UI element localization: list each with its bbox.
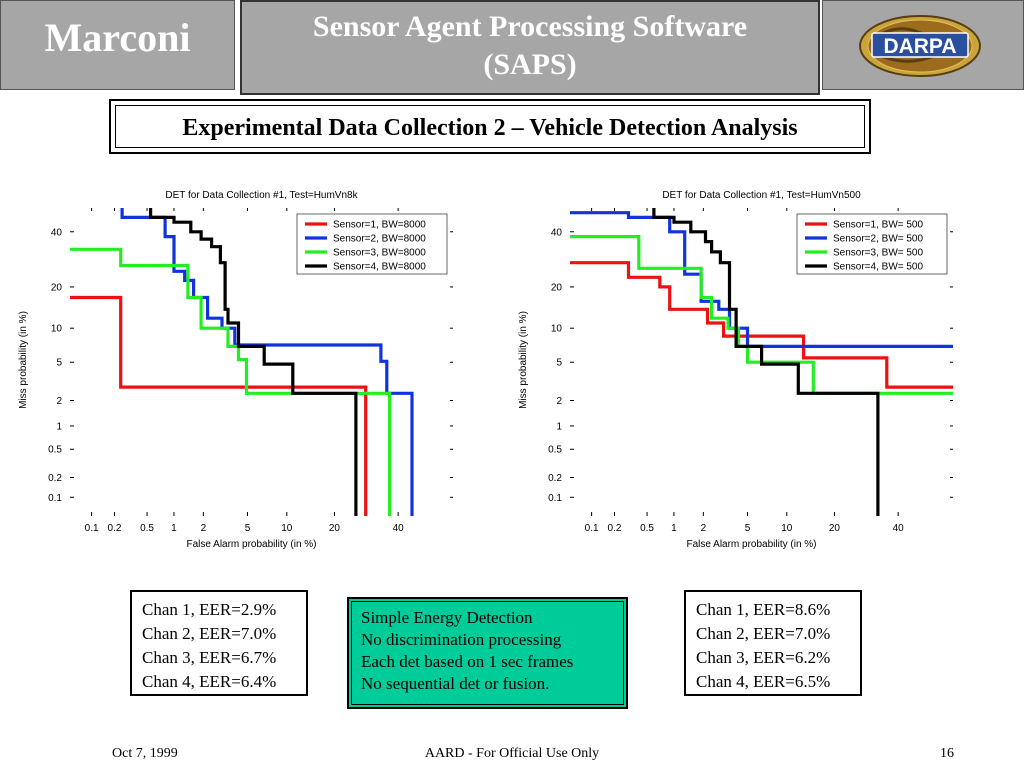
y-tick-label: 0.5: [548, 445, 562, 456]
app-title: Sensor Agent Processing Software (SAPS): [242, 8, 818, 84]
series-line: [120, 208, 414, 516]
y-tick-label: 5: [56, 358, 62, 369]
x-tick-label: 2: [201, 523, 207, 534]
series-line: [70, 295, 368, 516]
eer-line: Chan 4, EER=6.5%: [696, 672, 831, 691]
eer-line: Chan 4, EER=6.4%: [142, 672, 277, 691]
legend-entry: Sensor=1, BW= 500: [833, 220, 923, 231]
y-tick-label: 0.2: [48, 473, 62, 484]
x-tick-label: 1: [671, 523, 677, 534]
x-tick-label: 5: [745, 523, 751, 534]
x-tick-label: 1: [171, 523, 177, 534]
eer-line: Chan 1, EER=8.6%: [696, 600, 831, 619]
legend-entry: Sensor=4, BW=8000: [333, 262, 426, 273]
y-tick-label: 0.1: [548, 493, 562, 504]
app-title-line1: Sensor Agent Processing Software: [312, 10, 748, 43]
y-tick-label: 20: [51, 282, 63, 293]
y-tick-label: 40: [551, 227, 563, 238]
x-tick-label: 0.1: [85, 523, 99, 534]
legend-entry: Sensor=3, BW= 500: [833, 248, 923, 259]
x-tick-label: 0.5: [140, 523, 154, 534]
y-axis-label: Miss probability (in %): [518, 311, 529, 409]
eer-summary-humvn8k: Chan 1, EER=2.9% Chan 2, EER=7.0% Chan 3…: [130, 590, 308, 696]
header-logo-panel: [0, 0, 235, 90]
y-tick-label: 40: [51, 227, 63, 238]
subtitle-frame: Experimental Data Collection 2 – Vehicle…: [109, 99, 871, 154]
y-tick-label: 1: [56, 421, 62, 432]
x-tick-label: 10: [281, 523, 293, 534]
y-tick-label: 10: [551, 324, 563, 335]
x-axis-label: False Alarm probability (in %): [686, 539, 816, 550]
y-tick-label: 0.1: [48, 493, 62, 504]
x-tick-label: 20: [829, 523, 841, 534]
y-tick-label: 1: [556, 421, 562, 432]
footer-page-number: 16: [940, 746, 954, 761]
footer-classification: AARD - For Official Use Only: [424, 746, 600, 761]
x-tick-label: 20: [329, 523, 341, 534]
method-note: No discrimination processing: [361, 630, 562, 649]
legend-entry: Sensor=1, BW=8000: [333, 220, 426, 231]
darpa-logo-text: DARPA: [883, 35, 956, 58]
slide-subtitle: Experimental Data Collection 2 – Vehicle…: [182, 115, 798, 141]
y-tick-label: 2: [556, 396, 562, 407]
x-tick-label: 2: [701, 523, 707, 534]
y-tick-label: 0.2: [548, 473, 562, 484]
x-tick-label: 10: [781, 523, 793, 534]
method-notes-box: Simple Energy Detection No discriminatio…: [347, 597, 628, 709]
series-line: [70, 247, 392, 516]
eer-line: Chan 3, EER=6.2%: [696, 648, 831, 667]
series-line: [149, 208, 358, 516]
det-chart-humvn8k: DET for Data Collection #1, Test=HumVn8k…: [18, 190, 453, 550]
eer-line: Chan 2, EER=7.0%: [696, 624, 831, 643]
x-tick-label: 40: [893, 523, 905, 534]
chart-title: DET for Data Collection #1, Test=HumVn8k: [165, 190, 358, 201]
series-line: [570, 235, 953, 395]
subtitle-inner-frame: Experimental Data Collection 2 – Vehicle…: [115, 105, 865, 148]
y-tick-label: 2: [56, 396, 62, 407]
method-note: Simple Energy Detection: [361, 608, 533, 627]
x-tick-label: 0.1: [585, 523, 599, 534]
eer-line: Chan 3, EER=6.7%: [142, 648, 277, 667]
method-note: Each det based on 1 sec frames: [361, 652, 574, 671]
y-tick-label: 0.5: [48, 445, 62, 456]
header-title-panel: Sensor Agent Processing Software (SAPS): [240, 0, 820, 95]
chart-title: DET for Data Collection #1, Test=HumVn50…: [662, 190, 861, 201]
y-tick-label: 5: [556, 358, 562, 369]
y-tick-label: 20: [551, 282, 563, 293]
x-tick-label: 0.5: [640, 523, 654, 534]
x-tick-label: 0.2: [108, 523, 122, 534]
footer-date: Oct 7, 1999: [112, 746, 178, 761]
legend-entry: Sensor=2, BW= 500: [833, 234, 923, 245]
method-note: No sequential det or fusion.: [361, 674, 550, 693]
eer-line: Chan 1, EER=2.9%: [142, 600, 277, 619]
legend-entry: Sensor=4, BW= 500: [833, 262, 923, 273]
legend-entry: Sensor=3, BW=8000: [333, 248, 426, 259]
x-tick-label: 0.2: [608, 523, 622, 534]
series-line: [570, 261, 953, 389]
y-tick-label: 10: [51, 324, 63, 335]
app-title-line2: (SAPS): [483, 48, 577, 81]
x-tick-label: 5: [245, 523, 251, 534]
eer-summary-humvn500: Chan 1, EER=8.6% Chan 2, EER=7.0% Chan 3…: [684, 590, 862, 696]
y-axis-label: Miss probability (in %): [18, 311, 29, 409]
legend-entry: Sensor=2, BW=8000: [333, 234, 426, 245]
brand-logo: Marconi: [44, 15, 191, 60]
x-tick-label: 40: [393, 523, 405, 534]
eer-line: Chan 2, EER=7.0%: [142, 624, 277, 643]
series-line: [652, 208, 880, 516]
det-chart-humvn500: DET for Data Collection #1, Test=HumVn50…: [518, 190, 953, 550]
darpa-logo: DARPA: [859, 15, 981, 77]
x-axis-label: False Alarm probability (in %): [186, 539, 316, 550]
